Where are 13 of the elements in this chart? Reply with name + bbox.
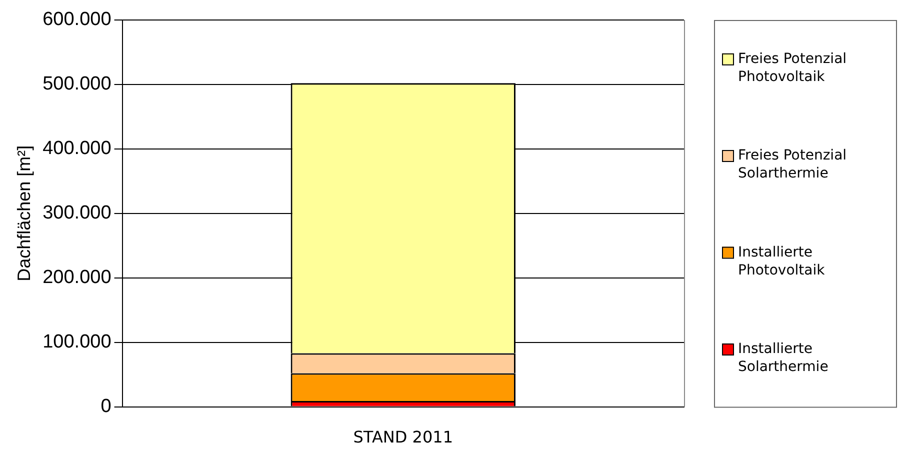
y-tick-label: 500.000 (42, 74, 112, 95)
y-tick-label: 200.000 (42, 267, 112, 288)
legend-label: Freies Potenzial Photovoltaik (738, 50, 847, 85)
legend-label: Installierte Photovoltaik (738, 244, 826, 278)
y-tick-label: 0 (100, 396, 112, 418)
legend-label: Installierte Solarthermie (738, 341, 828, 376)
y-tick-label: 600.000 (42, 9, 112, 30)
y-axis-title: Dachflächen [m²] (14, 145, 34, 282)
y-tick-label: 100.000 (42, 332, 112, 353)
y-tick-label: 300.000 (42, 202, 112, 224)
y-tick-label: 400.000 (42, 138, 112, 160)
legend-label: Freies Potenzial Solarthermie (738, 148, 847, 182)
x-tick-label: STAND 2011 (353, 428, 454, 447)
